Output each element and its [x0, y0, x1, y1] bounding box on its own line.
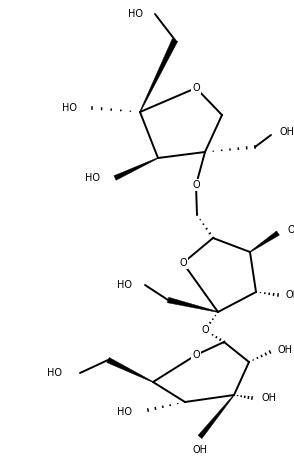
Text: OH: OH — [193, 445, 208, 455]
Text: O: O — [192, 350, 200, 360]
Text: OH: OH — [262, 393, 277, 403]
Polygon shape — [250, 231, 279, 252]
Text: HO: HO — [85, 173, 100, 183]
Text: HO: HO — [117, 280, 132, 290]
Text: OH: OH — [287, 225, 294, 235]
Text: OH: OH — [285, 290, 294, 300]
Text: OH: OH — [278, 345, 293, 355]
Text: O: O — [192, 180, 200, 190]
Text: OH: OH — [280, 127, 294, 137]
Text: HO: HO — [117, 407, 132, 417]
Polygon shape — [114, 158, 158, 180]
Text: HO: HO — [62, 103, 77, 113]
Polygon shape — [198, 395, 234, 439]
Text: HO: HO — [47, 368, 62, 378]
Text: O: O — [192, 83, 200, 93]
Text: O: O — [201, 325, 209, 335]
Text: O: O — [179, 258, 187, 268]
Polygon shape — [167, 297, 218, 312]
Polygon shape — [107, 358, 153, 382]
Text: HO: HO — [128, 9, 143, 19]
Polygon shape — [140, 38, 178, 112]
